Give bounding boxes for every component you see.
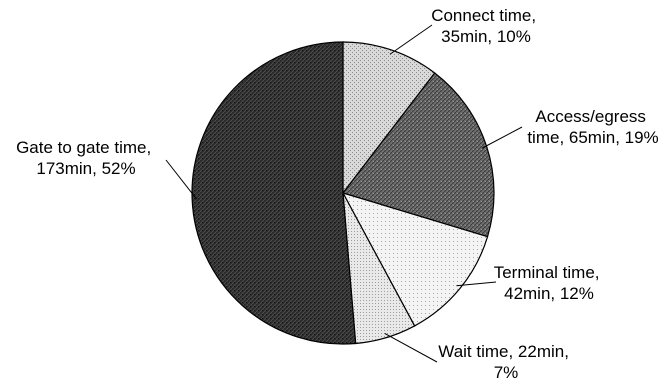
leader-line-wait [384, 332, 438, 363]
slice-label-access: Access/egress time, 65min, 19% [527, 107, 658, 147]
leader-line-connect [389, 24, 433, 55]
pie-slice-terminal [341, 192, 489, 327]
slice-label-terminal-line2: 42min, 12% [504, 284, 594, 303]
slice-label-connect: Connect time, 35min, 10% [431, 6, 541, 46]
pie-slice-connect [342, 41, 436, 195]
slice-label-access-line1: Access/egress [535, 107, 646, 126]
pie-slice-gate [191, 41, 357, 345]
slice-label-wait-line2: 7% [494, 363, 519, 382]
leader-line-gate [165, 159, 198, 200]
slice-label-connect-line1: Connect time, [431, 6, 536, 25]
slice-label-wait-line1: Wait time, 22min, [438, 342, 569, 361]
slice-label-terminal: Terminal time, 42min, 12% [494, 263, 605, 303]
slice-label-access-line2: time, 65min, 19% [527, 128, 658, 147]
leader-line-terminal [456, 281, 497, 287]
slice-label-terminal-line1: Terminal time, [494, 263, 600, 282]
slice-label-gate: Gate to gate time, 173min, 52% [16, 138, 156, 178]
leader-line-access [482, 126, 523, 149]
slice-label-gate-line2: 173min, 52% [36, 159, 135, 178]
slice-label-gate-line1: Gate to gate time, [16, 138, 151, 157]
slice-label-wait: Wait time, 22min, 7% [438, 342, 573, 382]
pie-slice-access [341, 72, 495, 238]
slice-label-connect-line2: 35min, 10% [441, 27, 531, 46]
